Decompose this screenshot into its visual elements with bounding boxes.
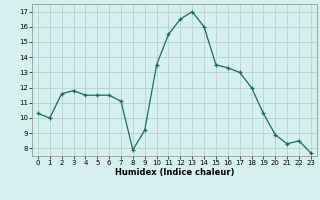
X-axis label: Humidex (Indice chaleur): Humidex (Indice chaleur)	[115, 168, 234, 177]
